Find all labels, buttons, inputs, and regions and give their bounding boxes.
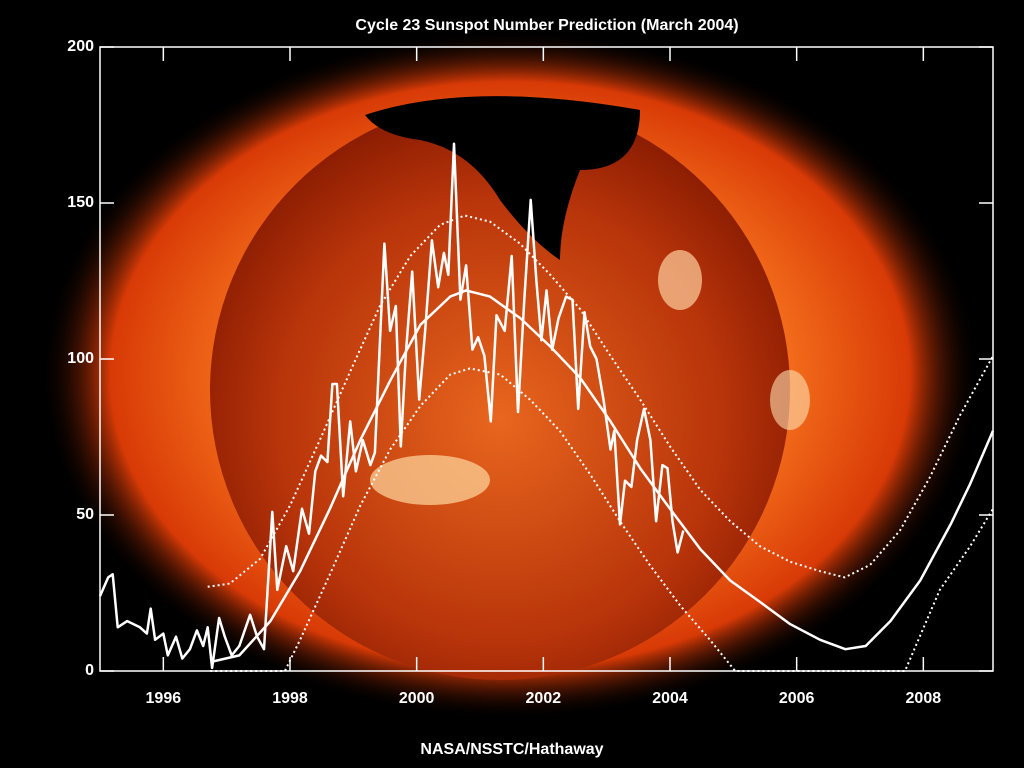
- y-tick-label: 100: [67, 350, 94, 367]
- x-tick-label: 2008: [906, 690, 942, 707]
- x-tick-label: 2002: [526, 690, 562, 707]
- x-tick-label: 2000: [399, 690, 435, 707]
- chart-title: Cycle 23 Sunspot Number Prediction (Marc…: [355, 17, 738, 34]
- y-tick-label: 200: [67, 38, 94, 55]
- credit: NASA/NSSTC/Hathaway: [420, 741, 603, 758]
- bright-region: [370, 455, 490, 505]
- x-tick-label: 1996: [146, 690, 182, 707]
- bright-region: [658, 250, 702, 310]
- x-tick-label: 2004: [652, 690, 688, 707]
- series-line: [211, 289, 995, 663]
- y-tick-label: 0: [85, 662, 94, 679]
- series-line: [207, 214, 994, 588]
- coronal-hole: [365, 96, 640, 261]
- x-tick-label: 2006: [779, 690, 815, 707]
- x-tick-label: 1998: [272, 690, 308, 707]
- bright-region: [770, 370, 810, 430]
- sun-disk: [210, 100, 790, 680]
- y-tick-label: 150: [67, 194, 94, 211]
- y-tick-label: 50: [76, 506, 94, 523]
